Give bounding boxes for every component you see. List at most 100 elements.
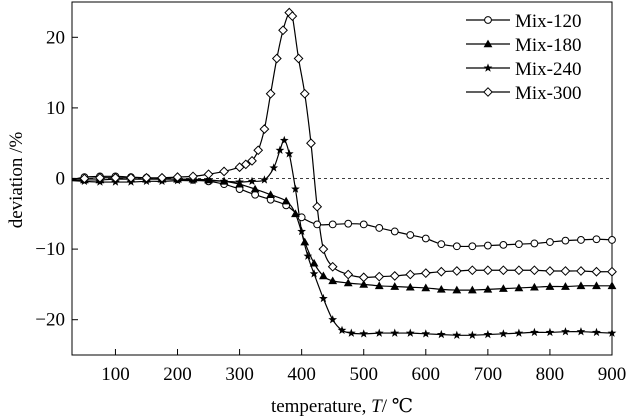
x-axis-label: temperature, T/ ℃ [271, 396, 413, 417]
data-point-mix-300 [560, 266, 571, 276]
data-point-mix-120 [328, 220, 337, 229]
data-point-mix-300 [420, 268, 431, 279]
data-point-mix-180 [250, 184, 260, 193]
data-point-mix-300 [172, 172, 183, 182]
data-point-mix-180 [266, 190, 276, 199]
data-point-mix-300 [253, 145, 264, 156]
y-tick-label: −20 [35, 310, 65, 331]
legend-label-mix-180: Mix-180 [515, 35, 582, 56]
data-point-mix-240 [279, 135, 289, 145]
data-point-mix-240 [514, 328, 524, 337]
data-point-mix-180 [281, 196, 291, 205]
x-tick-label: 500 [349, 364, 378, 385]
data-point-mix-240 [284, 149, 294, 158]
x-axis-ticks: 100 200 300 400 500 600 700 800 900 [101, 349, 626, 385]
data-point-mix-120 [297, 213, 306, 222]
data-point-mix-300 [451, 266, 462, 276]
x-axis-label-symbol: T [371, 396, 383, 417]
x-tick-label: 900 [598, 364, 626, 385]
y-tick-label: 20 [46, 27, 65, 48]
data-point-mix-300 [327, 261, 338, 272]
legend: Mix-120 Mix-180 Mix-240 Mix-300 [466, 11, 582, 104]
data-point-mix-180 [309, 258, 319, 267]
data-point-mix-240 [260, 175, 269, 184]
y-tick-label: 0 [56, 169, 66, 190]
data-point-mix-300 [358, 272, 369, 283]
series-line-mix-180 [71, 178, 612, 291]
y-axis-ticks: −20 −10 0 10 20 [35, 27, 78, 331]
data-point-mix-240 [359, 329, 369, 338]
x-tick-label: 600 [412, 364, 441, 385]
data-point-mix-300 [545, 266, 555, 276]
data-point-mix-180 [576, 281, 586, 290]
data-point-mix-240 [561, 327, 570, 336]
data-point-mix-240 [452, 330, 462, 339]
data-point-mix-300 [482, 265, 493, 276]
data-point-mix-300 [293, 53, 304, 64]
data-point-mix-180 [452, 285, 462, 294]
legend-label-mix-120: Mix-120 [515, 11, 582, 32]
data-point-mix-300 [126, 172, 136, 183]
data-point-mix-180 [359, 280, 369, 288]
data-point-mix-240 [483, 329, 493, 339]
data-point-mix-240 [374, 328, 384, 337]
x-tick-label: 400 [287, 364, 316, 385]
data-point-mix-120 [592, 235, 601, 244]
data-point-mix-120 [452, 242, 461, 251]
legend-marker-mix-300 [483, 87, 493, 97]
data-point-mix-300 [271, 53, 282, 64]
data-point-mix-300 [79, 173, 90, 184]
data-point-mix-120 [344, 219, 353, 228]
data-point-mix-300 [312, 201, 323, 212]
data-point-mix-300 [240, 159, 251, 170]
data-point-mix-120 [546, 238, 554, 246]
legend-marker-mix-240 [483, 63, 493, 72]
data-point-mix-300 [576, 266, 586, 276]
data-point-mix-240 [219, 176, 229, 186]
data-point-mix-300 [219, 166, 229, 177]
data-point-mix-180 [436, 284, 446, 293]
data-point-mix-300 [467, 265, 478, 276]
data-point-mix-240 [291, 184, 300, 193]
series-line-mix-120 [71, 175, 613, 248]
data-point-mix-300 [287, 11, 298, 22]
x-axis-label-unit: / ℃ [382, 396, 413, 417]
data-point-mix-240 [436, 329, 446, 339]
data-point-mix-300 [203, 169, 214, 180]
data-point-mix-240 [576, 327, 586, 336]
data-point-mix-300 [141, 172, 152, 183]
series-line-mix-240 [71, 139, 613, 336]
data-point-mix-120 [359, 220, 368, 229]
data-point-mix-240 [530, 327, 539, 337]
x-tick-label: 300 [225, 364, 254, 385]
x-tick-label: 100 [101, 364, 130, 385]
data-point-mix-300 [306, 138, 316, 149]
data-point-mix-180 [530, 282, 539, 291]
legend-marker-mix-180 [483, 39, 493, 48]
data-point-mix-120 [406, 231, 415, 239]
data-point-mix-120 [421, 234, 430, 243]
x-tick-label: 700 [474, 364, 503, 385]
data-point-mix-300 [95, 172, 105, 183]
data-point-mix-300 [405, 269, 416, 280]
data-point-mix-240 [269, 163, 279, 172]
data-point-mix-120 [437, 240, 446, 249]
data-point-mix-300 [299, 88, 310, 99]
data-point-mix-180 [483, 284, 493, 293]
x-tick-label: 800 [536, 364, 565, 385]
data-point-mix-120 [375, 224, 384, 232]
data-point-mix-120 [483, 241, 492, 250]
data-point-mix-300 [157, 172, 167, 183]
data-point-mix-300 [278, 25, 288, 36]
data-point-mix-120 [313, 220, 322, 229]
x-axis-label-text: temperature, [271, 396, 371, 417]
data-point-mix-300 [389, 271, 400, 281]
data-point-mix-300 [259, 124, 270, 134]
data-point-mix-240 [390, 328, 400, 337]
legend-label-mix-300: Mix-300 [515, 83, 582, 104]
data-point-mix-180 [343, 278, 353, 287]
data-point-mix-180 [300, 237, 310, 246]
data-point-mix-300 [318, 244, 329, 255]
data-point-mix-240 [309, 269, 319, 278]
